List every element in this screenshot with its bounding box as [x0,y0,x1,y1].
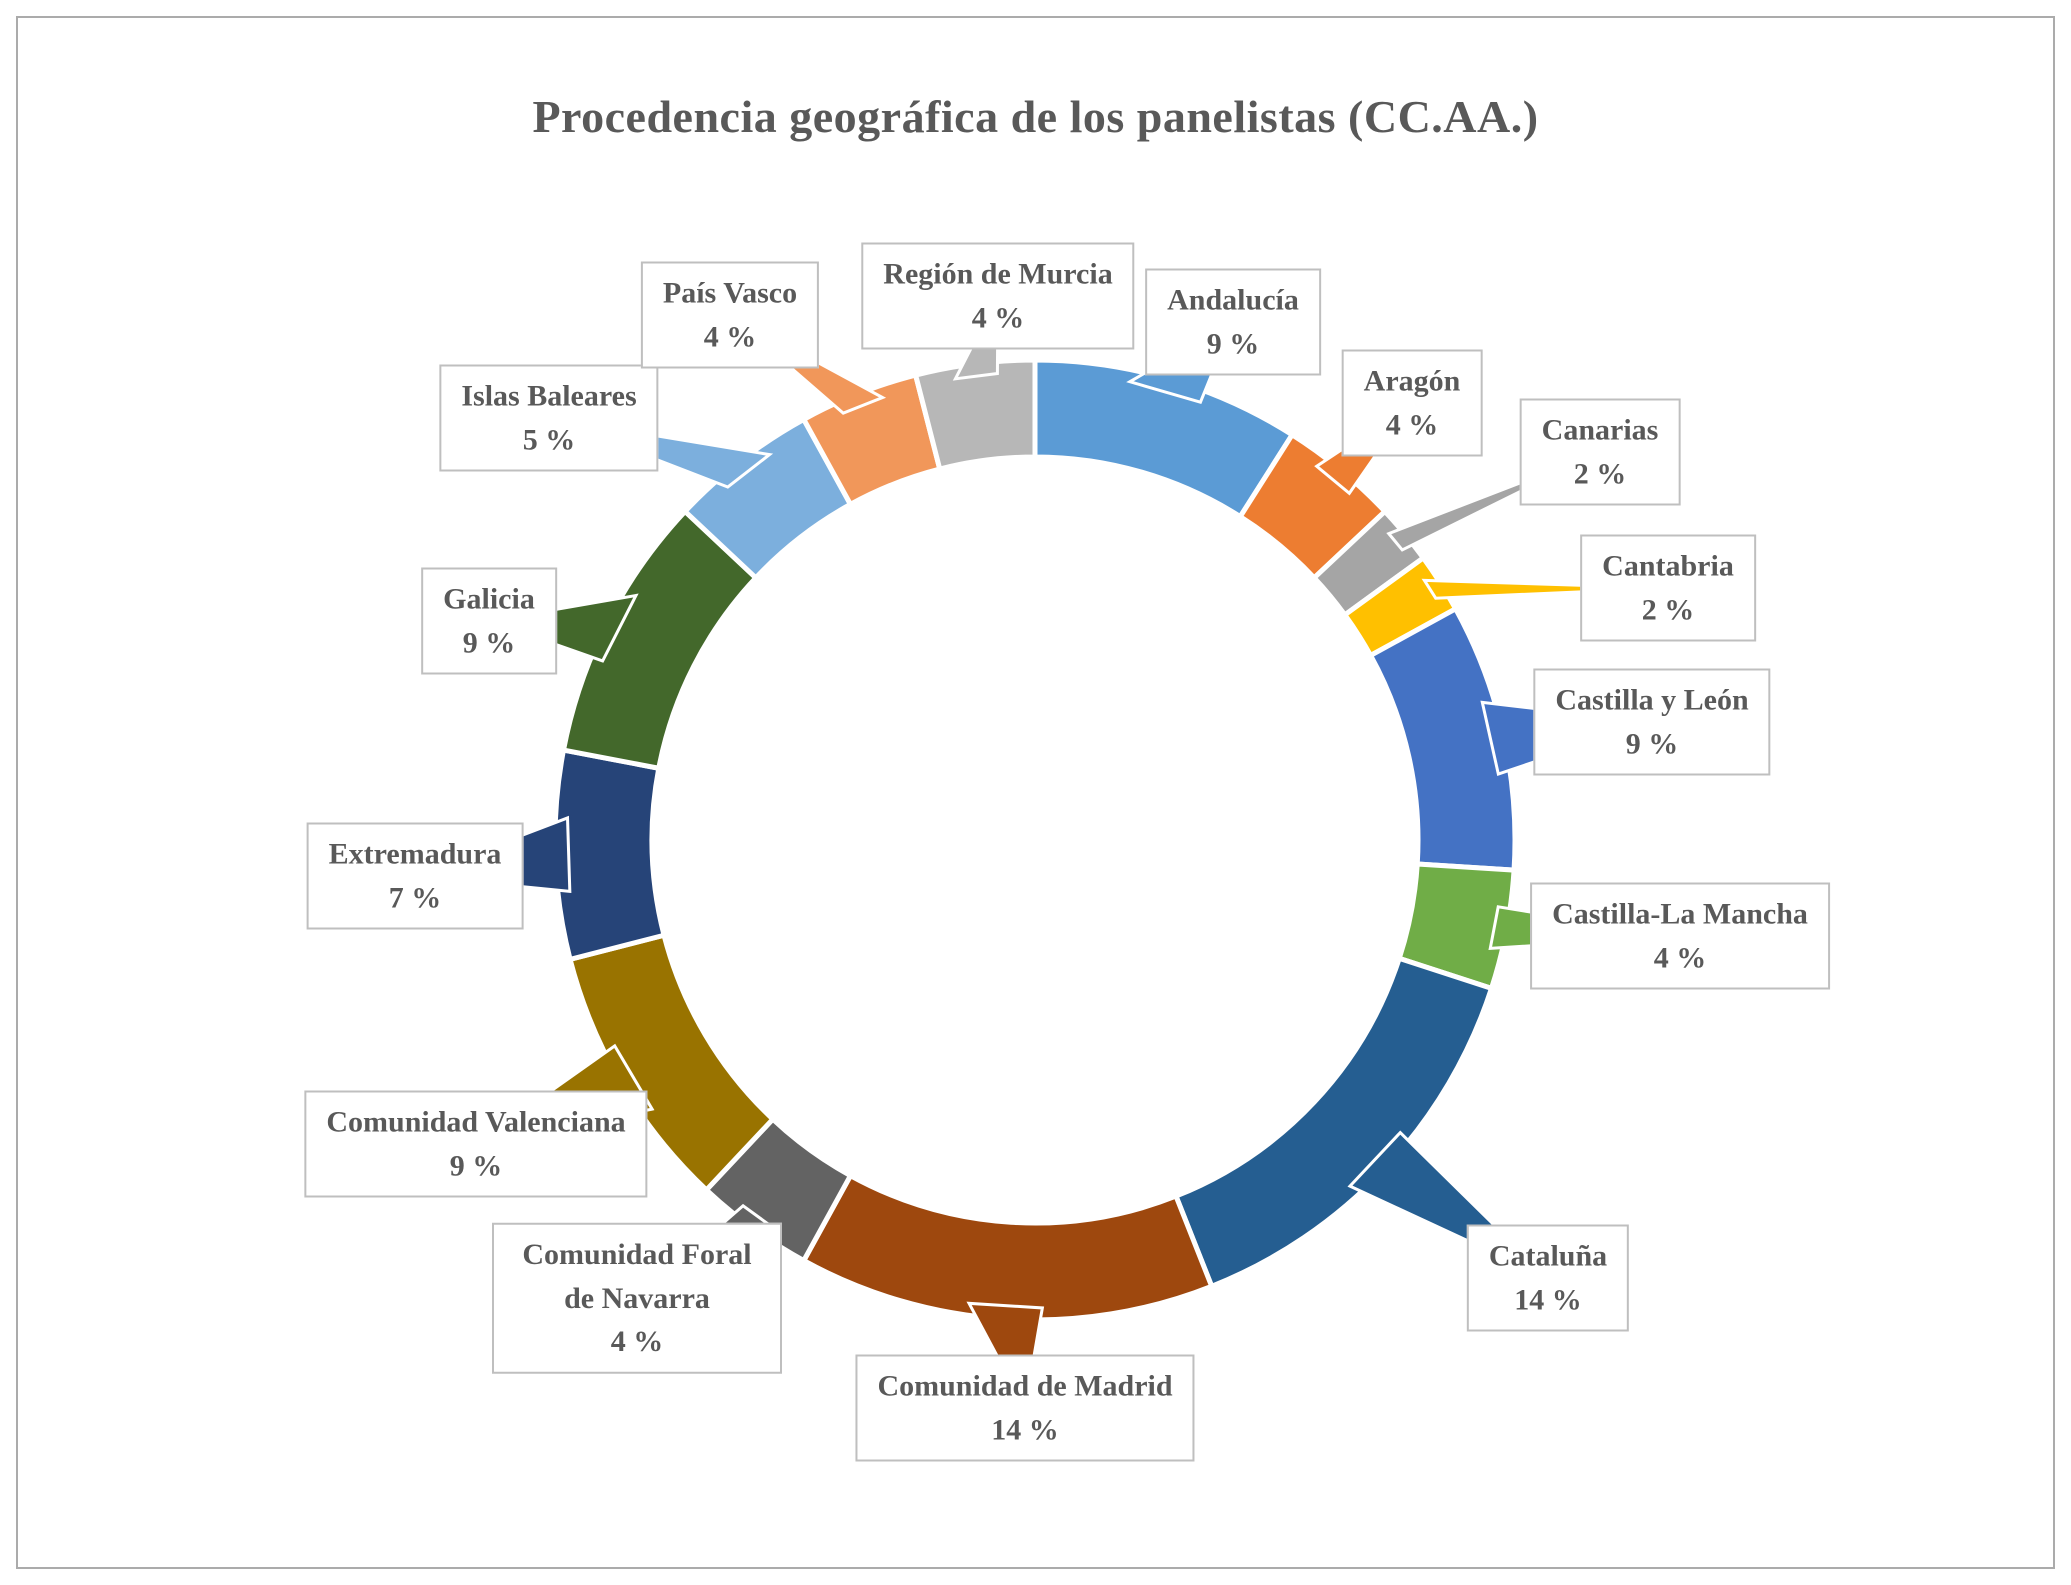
slice-callout-extremadura: Extremadura 7 % [306,822,524,930]
slice-callout-cantabria: Cantabria 2 % [1580,534,1756,642]
slice-callout-cataluna: Cataluña 14 % [1466,1224,1630,1332]
slice-label: Islas Baleares [461,379,637,413]
pie-slice-region-de-murcia [913,357,1038,472]
slice-label: Comunidad Valenciana [326,1105,626,1139]
slice-callout-region-de-murcia: Región de Murcia 4 % [861,242,1135,350]
slice-value: 9 % [1206,327,1260,360]
slice-label: Cantabria [1602,549,1734,583]
slice-value: 5 % [522,423,576,456]
slice-value: 4 % [971,301,1025,334]
slice-label: Cataluña [1488,1239,1608,1273]
slice-label: Comunidad de Madrid [877,1369,1173,1403]
slice-value: 4 % [703,320,757,353]
slice-callout-islas-baleares: Islas Baleares 5 % [439,364,659,472]
slice-callout-galicia: Galicia 9 % [421,567,557,675]
slice-callout-andalucia: Andalucía 9 % [1145,268,1321,376]
chart-title: Procedencia geográfica de los panelistas… [532,91,1539,142]
slice-callout-comunidad-de-madrid: Comunidad de Madrid 14 % [855,1354,1195,1462]
slice-callout-pais-vasco: País Vasco 4 % [640,261,820,369]
slice-value: 4 % [610,1324,664,1358]
slice-value: 4 % [1385,408,1439,441]
slice-label: Comunidad Foral de Navarra [522,1237,752,1315]
slice-value: 2 % [1573,457,1627,490]
slice-callout-canarias: Canarias 2 % [1519,398,1681,506]
slice-label: Castilla y León [1555,683,1749,717]
slice-label: Aragón [1363,364,1461,398]
slice-callout-comunidad-foral-de-navarra: Comunidad Foral de Navarra 4 % [492,1222,782,1374]
slice-label: Canarias [1541,413,1659,447]
slice-value: 9 % [462,626,516,659]
slice-label: Galicia [443,582,535,616]
slice-callout-aragon: Aragón 4 % [1341,349,1483,457]
slice-value: 7 % [388,881,442,914]
slice-value: 9 % [449,1149,503,1182]
slice-label: Extremadura [328,837,502,871]
slice-label: Región de Murcia [883,257,1113,291]
slice-label: Castilla-La Mancha [1552,897,1808,931]
slice-value: 9 % [1625,727,1679,760]
slice-value: 14 % [1514,1283,1582,1316]
slice-callout-castilla-y-leon: Castilla y León 9 % [1533,668,1771,776]
slice-callout-castilla-la-mancha: Castilla-La Mancha 4 % [1530,882,1830,990]
callout-leader-cantabria [1421,578,1669,600]
slice-value: 4 % [1653,941,1707,974]
slice-callout-comunidad-valenciana: Comunidad Valenciana 9 % [304,1090,648,1198]
slice-label: Andalucía [1167,283,1299,317]
slice-value: 2 % [1641,593,1695,626]
slice-label: País Vasco [662,276,798,310]
slice-value: 14 % [991,1413,1059,1446]
